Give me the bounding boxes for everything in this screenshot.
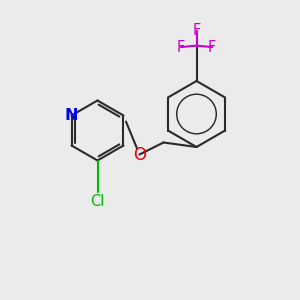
Text: N: N <box>65 108 78 123</box>
Text: O: O <box>133 146 146 164</box>
Text: F: F <box>192 23 201 38</box>
Text: F: F <box>208 40 216 55</box>
Text: Cl: Cl <box>90 194 105 208</box>
Text: F: F <box>177 40 185 55</box>
